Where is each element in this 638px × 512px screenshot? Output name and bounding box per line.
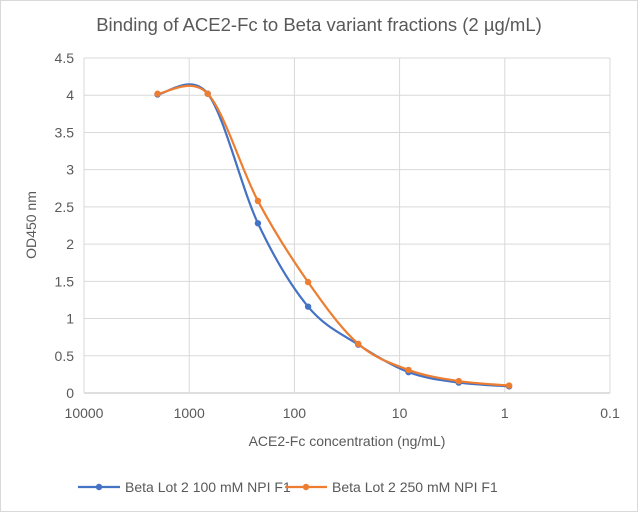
data-point — [355, 340, 362, 348]
y-tick-label: 2 — [66, 236, 74, 252]
data-point — [154, 90, 161, 97]
y-tick-label: 0 — [66, 385, 74, 401]
x-tick-label: 1 — [501, 405, 509, 421]
x-axis-label: ACE2-Fc concentration (ng/mL) — [249, 433, 446, 449]
x-tick-label: 100 — [283, 405, 307, 421]
data-point — [455, 377, 462, 385]
x-tick-label: 0.1 — [600, 405, 620, 421]
legend-label: Beta Lot 2 250 mM NPI F1 — [332, 479, 498, 495]
data-point — [304, 278, 312, 286]
series-line-1 — [157, 83, 510, 388]
y-tick-label: 4.5 — [55, 50, 75, 66]
data-point — [505, 382, 513, 389]
y-tick-label: 1.5 — [55, 273, 75, 289]
y-tick-label: 4 — [66, 87, 74, 103]
data-point — [304, 303, 312, 310]
y-tick-label: 1 — [66, 311, 74, 327]
y-tick-label: 3.5 — [55, 124, 75, 140]
x-tick-label: 1000 — [174, 405, 205, 421]
y-tick-label: 0.5 — [55, 348, 75, 364]
legend-label: Beta Lot 2 100 mM NPI F1 — [125, 479, 291, 495]
data-point — [254, 197, 262, 205]
data-point — [204, 90, 211, 97]
data-point — [405, 366, 412, 374]
legend-marker — [95, 483, 103, 491]
data-point — [254, 220, 262, 227]
x-tick-label: 10000 — [65, 405, 104, 421]
y-tick-label: 2.5 — [55, 199, 75, 215]
y-tick-label: 3 — [66, 162, 74, 178]
chart-title: Binding of ACE2-Fc to Beta variant fract… — [96, 14, 542, 35]
y-axis-label: OD450 nm — [23, 191, 39, 259]
x-tick-label: 10 — [392, 405, 408, 421]
legend-marker — [302, 483, 310, 491]
series-line-2 — [157, 84, 510, 387]
